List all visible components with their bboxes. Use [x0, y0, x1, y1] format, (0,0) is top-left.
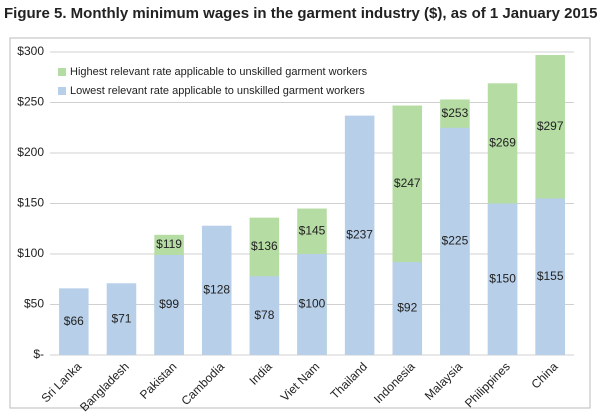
x-tick-label: Pakistan — [137, 359, 179, 401]
bar — [106, 283, 137, 355]
value-label: $247 — [394, 176, 421, 190]
value-label: $92 — [397, 301, 417, 315]
value-label: $237 — [346, 227, 373, 241]
value-label: $100 — [299, 297, 326, 311]
value-label: $119 — [156, 237, 182, 251]
bar — [440, 127, 470, 355]
value-label: $297 — [537, 119, 564, 133]
bar — [154, 255, 184, 355]
value-label: $136 — [251, 239, 278, 253]
value-label: $253 — [442, 106, 469, 120]
x-tick-label: Cambodia — [179, 359, 228, 408]
x-tick-label: Thailand — [328, 359, 370, 401]
value-label: $99 — [159, 297, 179, 311]
bar — [344, 115, 375, 355]
x-tick-label: Viet Nam — [278, 359, 323, 404]
legend-swatch — [58, 68, 66, 76]
bar — [249, 276, 280, 355]
bar — [297, 254, 327, 355]
bar — [59, 288, 89, 355]
y-tick-label: $250 — [17, 95, 44, 109]
x-tick-label: Malaysia — [422, 359, 466, 403]
x-tick-label: Indonesia — [371, 359, 418, 406]
bar — [535, 198, 565, 355]
y-tick-label: $150 — [17, 196, 44, 210]
legend-label: Highest relevant rate applicable to unsk… — [70, 66, 368, 78]
bar — [201, 225, 232, 355]
value-label: $145 — [299, 223, 326, 237]
bar — [392, 262, 423, 355]
y-tick-label: $50 — [24, 297, 44, 311]
legend-swatch — [58, 87, 66, 95]
y-tick-label: $200 — [17, 145, 44, 159]
legend-label: Lowest relevant rate applicable to unski… — [70, 85, 365, 97]
y-tick-label: $- — [33, 347, 44, 361]
y-tick-label: $300 — [17, 44, 44, 58]
value-label: $66 — [64, 314, 84, 328]
value-label: $155 — [537, 269, 564, 283]
x-tick-label: India — [246, 359, 275, 388]
x-tick-label: Sri Lanka — [38, 359, 84, 405]
value-label: $78 — [254, 308, 274, 322]
bar — [487, 203, 518, 355]
y-tick-label: $100 — [17, 246, 44, 260]
x-tick-label: Bangladesh — [77, 359, 132, 412]
plot-frame — [9, 37, 591, 409]
value-label: $269 — [489, 136, 516, 150]
chart-title: Figure 5. Monthly minimum wages in the g… — [4, 5, 597, 22]
value-label: $150 — [489, 271, 516, 285]
x-tick-label: Philippines — [462, 359, 513, 410]
value-label: $71 — [111, 311, 131, 325]
x-tick-label: China — [528, 359, 560, 391]
value-label: $128 — [203, 283, 230, 297]
value-label: $225 — [442, 234, 469, 248]
